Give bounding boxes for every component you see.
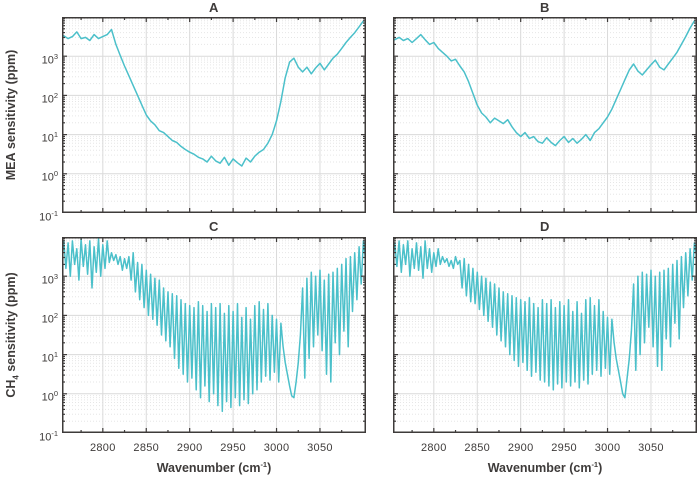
- y-tick-label: 10-1: [39, 208, 58, 224]
- y-tick-label: 101: [41, 350, 58, 365]
- y-axis-title-bottom: CH4 sensitivity (ppm): [3, 272, 21, 398]
- y-axis-title-top: MEA sensitivity (ppm): [3, 49, 18, 181]
- y-tick-label: 103: [41, 51, 58, 67]
- panel-d-title: D: [540, 219, 550, 234]
- y-tick-label: 102: [41, 90, 58, 106]
- x-axis-title-right: Wavenumber (cm-1): [487, 460, 603, 476]
- x-tick-label: 2900: [507, 442, 534, 454]
- panel-a-plot: [62, 17, 366, 213]
- panel-b-plot: [393, 17, 697, 213]
- panel-c-plot: [62, 237, 366, 433]
- panel-b-title: B: [540, 0, 550, 15]
- plot-area-c: [62, 237, 366, 433]
- x-tick-label: 3050: [307, 442, 333, 454]
- x-tick-label: 2850: [133, 442, 160, 454]
- y-tick-label: 100: [41, 389, 58, 404]
- plot-area-b: [393, 17, 697, 213]
- y-tick-label: 102: [41, 310, 58, 326]
- x-axis-title-left: Wavenumber (cm-1): [156, 460, 272, 476]
- x-tick-label: 2850: [464, 442, 491, 454]
- x-tick-label: 2800: [89, 442, 116, 454]
- y-tick-label: 103: [41, 271, 58, 287]
- x-tick-label: 3000: [263, 442, 290, 454]
- x-tick-label: 2950: [551, 442, 577, 454]
- x-tick-label: 2800: [420, 442, 447, 454]
- x-tick-label: 2950: [220, 442, 246, 454]
- x-tick-label: 3000: [594, 442, 621, 454]
- x-tick-label: 2900: [176, 442, 203, 454]
- y-axis-title-top-text: MEA: [3, 152, 18, 181]
- y-tick-label: 10-1: [39, 428, 58, 444]
- y-tick-label: 100: [41, 169, 58, 184]
- panel-c-title: C: [209, 219, 219, 234]
- y-axis-title-bottom-text: CH: [3, 379, 18, 398]
- plot-area-a: [62, 17, 366, 213]
- panel-a-title: A: [209, 0, 219, 15]
- y-tick-label: 101: [41, 130, 58, 145]
- x-tick-label: 3050: [638, 442, 664, 454]
- panel-d-plot: [393, 237, 697, 433]
- plot-area-d: [393, 237, 697, 433]
